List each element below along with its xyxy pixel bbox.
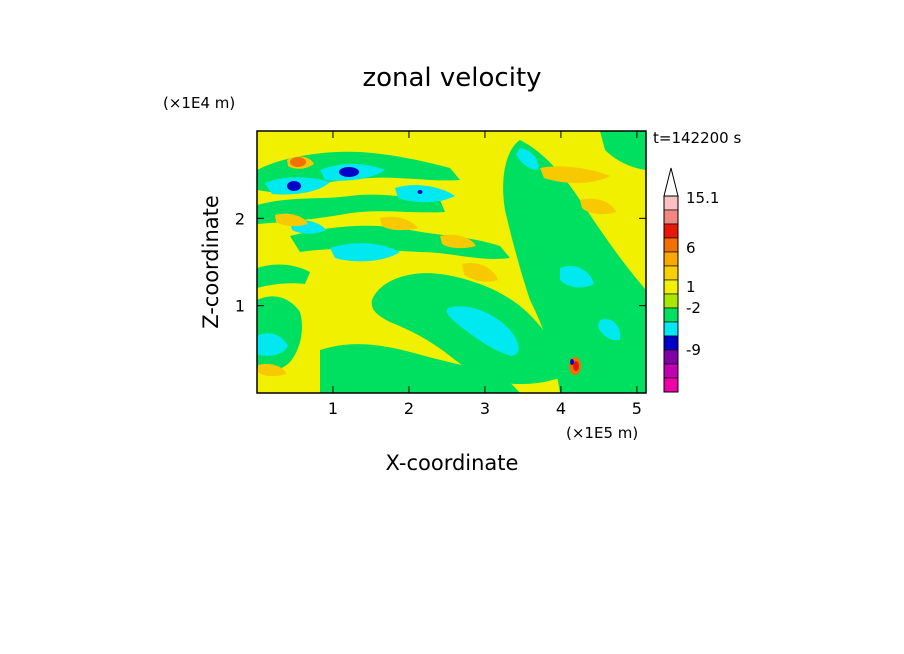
contour-orange-7 xyxy=(275,213,308,227)
contour-orange-8 xyxy=(258,364,286,377)
contour-red-1 xyxy=(573,361,579,371)
colorbar-swatch xyxy=(663,279,679,295)
contour-orange-6 xyxy=(580,198,616,215)
contour-darkorange-1 xyxy=(290,157,306,167)
contour-green-lowleft xyxy=(257,264,310,288)
y-tick-label: 2 xyxy=(235,209,245,228)
contour-blue-4 xyxy=(570,359,574,365)
contour-orange-3 xyxy=(462,262,498,282)
colorbar-label: 1 xyxy=(686,278,696,296)
colorbar-swatch xyxy=(663,321,679,337)
contour-cyan-8 xyxy=(560,265,594,288)
colorbar: 15.1 6 1 -2 -9 xyxy=(663,167,719,393)
colorbar-swatch xyxy=(663,265,679,281)
colorbar-label: 6 xyxy=(686,239,696,257)
colorbar-swatch xyxy=(663,251,679,267)
y-ticks: 12 xyxy=(235,209,646,316)
contour-green-topright xyxy=(600,131,646,170)
x-tick-label: 4 xyxy=(556,399,566,418)
colorbar-swatch xyxy=(663,377,679,393)
chart-title: zonal velocity xyxy=(362,63,541,93)
colorbar-swatch xyxy=(663,307,679,323)
colorbar-frame xyxy=(663,195,679,393)
contour-orange-5 xyxy=(540,166,610,183)
colorbar-swatch xyxy=(663,293,679,309)
contour-cyan-5 xyxy=(446,306,519,356)
colorbar-swatch xyxy=(663,363,679,379)
colorbar-swatch xyxy=(663,195,679,211)
contour-field xyxy=(257,131,646,393)
x-ticks: 1 2 3 4 5 xyxy=(328,131,642,418)
contour-cyan-7 xyxy=(516,148,539,170)
time-label: t=142200 s xyxy=(653,129,741,147)
contour-cyan-4 xyxy=(330,243,400,262)
colorbar-swatch xyxy=(663,335,679,351)
y-scale-label: (×1E4 m) xyxy=(163,94,235,112)
y-tick-label: 1 xyxy=(235,297,245,316)
x-tick-label: 3 xyxy=(480,399,490,418)
contour-blue-2 xyxy=(339,167,359,177)
x-tick-label: 1 xyxy=(328,399,338,418)
contour-blue-1 xyxy=(287,181,301,191)
colorbar-swatch xyxy=(663,237,679,253)
contour-green-mid xyxy=(257,194,445,224)
plot-frame xyxy=(256,130,647,394)
x-tick-label: 5 xyxy=(632,399,642,418)
colorbar-swatch xyxy=(663,349,679,365)
y-axis-label: Z-coordinate xyxy=(199,195,223,329)
colorbar-label: 15.1 xyxy=(686,189,719,207)
colorbar-extension xyxy=(663,167,679,197)
contour-cyan-3 xyxy=(395,185,455,203)
colorbar-swatch xyxy=(663,223,679,239)
contour-orange-2 xyxy=(380,216,418,231)
contour-cyan-6 xyxy=(257,333,288,356)
x-tick-label: 2 xyxy=(404,399,414,418)
contour-green-bottom xyxy=(320,344,520,393)
colorbar-label: -9 xyxy=(686,341,701,359)
colorbar-swatch xyxy=(663,209,679,225)
contour-green-band xyxy=(290,225,510,259)
contour-orange-4 xyxy=(440,234,476,249)
colorbar-label: -2 xyxy=(686,299,701,317)
x-scale-label: (×1E5 m) xyxy=(566,424,638,442)
contour-blue-3 xyxy=(417,190,423,194)
contour-cyan-9 xyxy=(598,319,621,341)
x-axis-label: X-coordinate xyxy=(386,451,519,475)
